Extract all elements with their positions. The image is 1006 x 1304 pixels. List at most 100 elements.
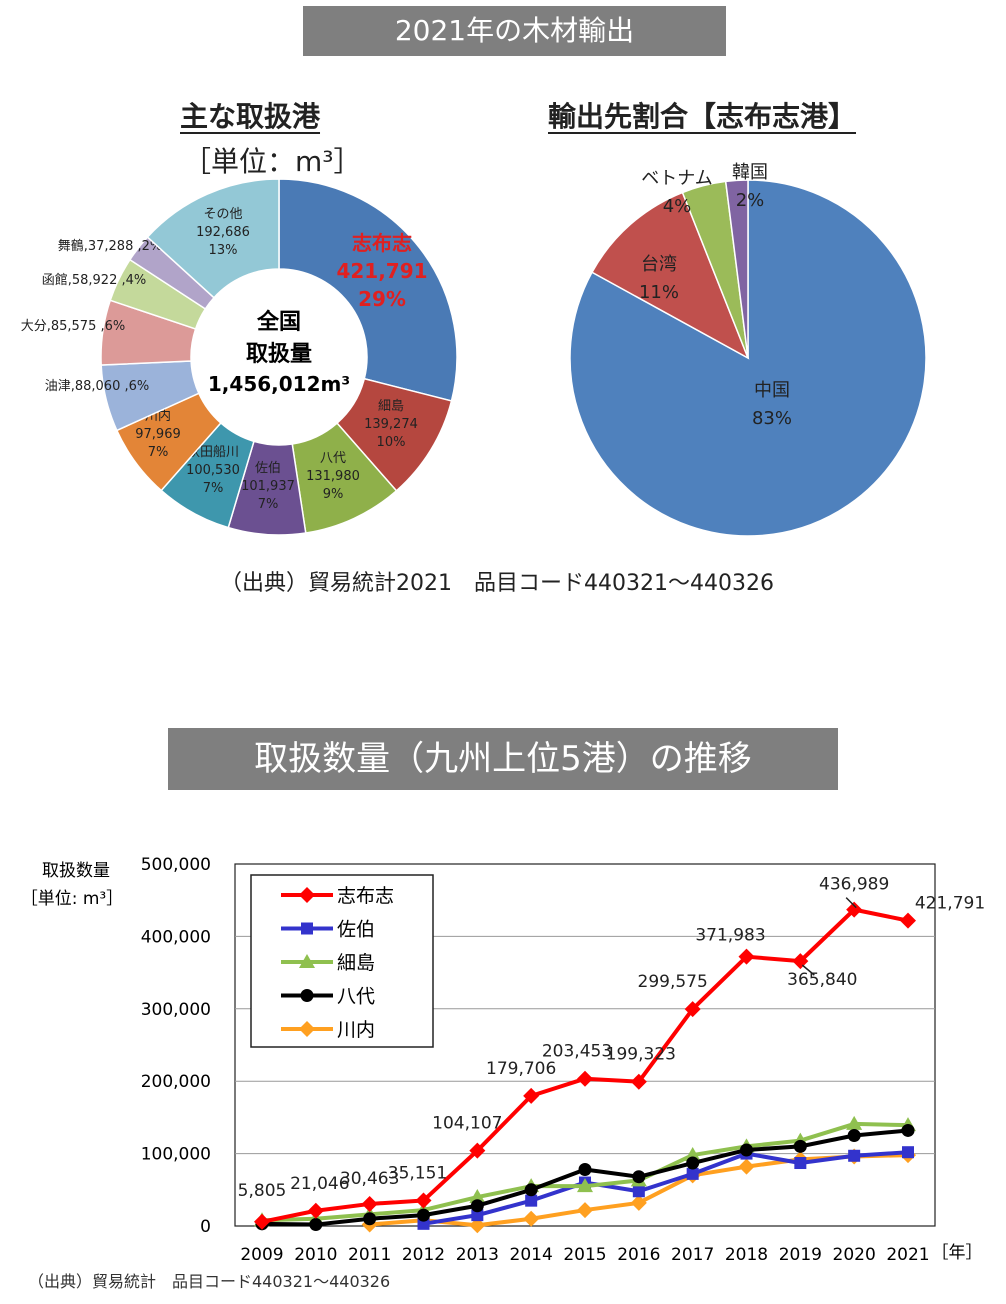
- pie-label: 4%: [663, 196, 692, 217]
- data-label: 421,791: [915, 894, 985, 914]
- donut-slice-9: [109, 258, 207, 330]
- donut-unit-label: ［単位：m³］: [183, 145, 362, 178]
- donut-label: 7%: [258, 497, 279, 512]
- label-leader: [801, 964, 815, 976]
- data-label: 436,989: [819, 875, 889, 895]
- bottom-banner: 取扱数量（九州上位5港）の推移: [168, 728, 838, 790]
- donut-label: 139,274: [364, 417, 418, 432]
- series-3-point: [846, 1115, 863, 1130]
- pie-label: 韓国: [732, 162, 768, 183]
- donut-label: 10%: [377, 435, 406, 450]
- data-label: 299,575: [638, 972, 708, 992]
- donut-label: 舞鶴,37,288 ,2%: [58, 238, 163, 254]
- donut-slice-5: [160, 421, 255, 529]
- series-5-point: [900, 1147, 916, 1164]
- source-note-top: （出典）貿易統計2021 品目コード440321～440326: [220, 571, 774, 596]
- series-4-point: [524, 1183, 538, 1197]
- donut-label: 大分,85,575 ,6%: [21, 319, 126, 334]
- donut-chart-title: 主な取扱港: [180, 100, 321, 133]
- series-5-point: [738, 1158, 755, 1175]
- data-label: 179,706: [486, 1059, 556, 1079]
- data-label: 35,151: [388, 1164, 447, 1184]
- series-1-point: [469, 1142, 486, 1159]
- x-tick-label: 2017: [671, 1245, 714, 1265]
- x-unit-label: ［年］: [932, 1243, 983, 1263]
- x-tick-label: 2010: [294, 1245, 337, 1265]
- donut-hole: [192, 270, 366, 444]
- y-tick-label: 200,000: [141, 1072, 211, 1092]
- series-2-point: [686, 1167, 699, 1180]
- data-label: 365,840: [787, 970, 857, 990]
- pie-slice-1: [569, 179, 927, 537]
- series-3-point: [684, 1147, 701, 1162]
- donut-label: 油津,88,060 ,6%: [45, 379, 150, 394]
- donut-slice-3: [291, 422, 398, 534]
- donut-label: 131,980: [306, 469, 360, 484]
- series-1-point: [307, 1202, 324, 1219]
- y-tick-label: 100,000: [141, 1145, 211, 1165]
- donut-label: 100,530: [186, 463, 240, 478]
- donut-label: 101,937: [241, 479, 295, 494]
- donut-label: 函館,58,922 ,4%: [42, 273, 147, 288]
- series-2-point: [525, 1194, 538, 1207]
- top-banner: 2021年の木材輸出: [303, 6, 726, 56]
- pie-chart-title: 輸出先割合【志布志港】: [548, 100, 857, 133]
- series-line-1: [261, 907, 909, 1224]
- series-5-point: [684, 1167, 701, 1184]
- y-tick-label: 400,000: [141, 927, 211, 947]
- donut-label: その他: [203, 207, 242, 222]
- donut-slice-8: [100, 299, 197, 366]
- donut-label: 秋田船川: [187, 445, 239, 460]
- data-label: 203,453: [542, 1042, 612, 1062]
- x-tick-label: 2016: [617, 1245, 660, 1265]
- series-3-point: [738, 1138, 755, 1153]
- series-line-4: [261, 1128, 909, 1227]
- donut-label: 細島: [378, 399, 404, 414]
- pie-slice-3: [681, 180, 749, 359]
- donut-label: 八代: [320, 451, 346, 466]
- donut-center-label: 全国: [256, 309, 301, 335]
- pie-label: ベトナム: [641, 168, 712, 189]
- series-4-point: [901, 1123, 915, 1137]
- donut-label: 川内: [145, 408, 171, 424]
- series-3-point: [577, 1178, 593, 1193]
- legend-swatch-marker: [299, 954, 315, 968]
- series-5-point: [361, 1216, 378, 1233]
- x-tick-label: 2014: [510, 1245, 553, 1265]
- legend-label: 志布志: [337, 885, 394, 907]
- series-3-point: [900, 1117, 916, 1132]
- series-5-point: [792, 1151, 809, 1168]
- legend-label: 細島: [337, 952, 375, 974]
- legend-swatch-marker: [301, 922, 313, 935]
- data-label: 21,046: [290, 1174, 349, 1194]
- legend-label: 川内: [337, 1019, 375, 1041]
- series-3-point: [415, 1202, 432, 1217]
- y-tick-label: 0: [200, 1217, 211, 1237]
- series-4-point: [363, 1212, 377, 1226]
- series-4-point: [847, 1129, 861, 1142]
- donut-label: 192,686: [196, 225, 250, 240]
- donut-label: 7%: [148, 445, 169, 460]
- series-1-point: [361, 1195, 378, 1212]
- donut-label: 13%: [209, 243, 238, 258]
- series-4-point: [632, 1170, 646, 1184]
- legend-swatch-marker: [299, 887, 315, 903]
- series-3-point: [469, 1189, 486, 1204]
- donut-slice-4: [227, 440, 307, 536]
- pie-label: 2%: [736, 190, 765, 211]
- series-5-point: [469, 1217, 486, 1234]
- series-4-point: [309, 1218, 323, 1232]
- series-4-point: [255, 1217, 269, 1231]
- data-label: 104,107: [432, 1114, 502, 1134]
- pie-slice-4: [724, 179, 749, 359]
- series-4-point: [686, 1156, 700, 1170]
- series-3-point: [254, 1212, 270, 1227]
- series-1-point: [523, 1087, 540, 1104]
- series-1-point: [577, 1070, 593, 1087]
- series-4-point: [793, 1139, 807, 1153]
- x-tick-label: 2015: [563, 1245, 606, 1265]
- donut-label: 9%: [323, 487, 344, 502]
- series-1-point: [630, 1073, 647, 1090]
- line-plot-area: [234, 863, 936, 1227]
